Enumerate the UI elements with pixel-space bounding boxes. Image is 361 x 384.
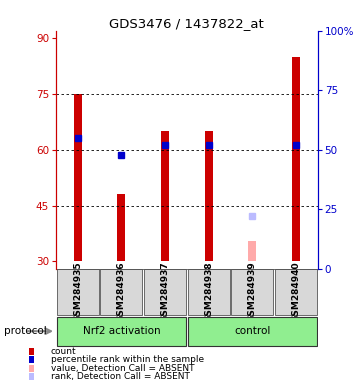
Bar xyxy=(144,269,186,315)
Bar xyxy=(74,94,82,262)
Text: rank, Detection Call = ABSENT: rank, Detection Call = ABSENT xyxy=(51,372,190,381)
Text: control: control xyxy=(234,326,270,336)
Bar xyxy=(275,269,317,315)
Title: GDS3476 / 1437822_at: GDS3476 / 1437822_at xyxy=(109,17,264,30)
Text: GSM284939: GSM284939 xyxy=(248,262,257,322)
Text: protocol: protocol xyxy=(4,326,46,336)
Bar xyxy=(57,316,186,346)
Text: count: count xyxy=(51,347,76,356)
Bar xyxy=(188,269,230,315)
Text: value, Detection Call = ABSENT: value, Detection Call = ABSENT xyxy=(51,364,194,373)
Bar xyxy=(248,241,256,262)
Bar xyxy=(57,269,99,315)
Bar xyxy=(188,316,317,346)
Text: GSM284938: GSM284938 xyxy=(204,262,213,322)
Text: percentile rank within the sample: percentile rank within the sample xyxy=(51,355,204,364)
Text: GSM284940: GSM284940 xyxy=(291,262,300,322)
Text: Nrf2 activation: Nrf2 activation xyxy=(83,326,160,336)
Bar xyxy=(117,194,125,262)
Bar xyxy=(292,57,300,262)
Text: GSM284936: GSM284936 xyxy=(117,262,126,322)
Bar xyxy=(100,269,142,315)
Bar xyxy=(161,131,169,262)
Bar xyxy=(231,269,273,315)
Text: GSM284935: GSM284935 xyxy=(73,262,82,322)
Text: GSM284937: GSM284937 xyxy=(161,262,170,322)
Bar xyxy=(205,131,213,262)
